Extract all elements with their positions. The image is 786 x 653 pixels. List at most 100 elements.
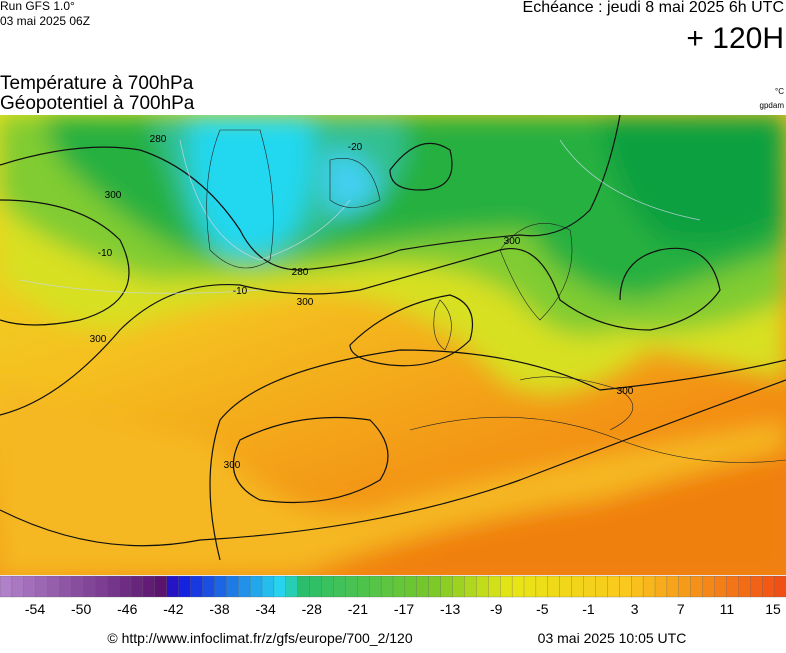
colorbar-swatch xyxy=(392,575,406,598)
colorbar-swatch xyxy=(642,575,656,598)
title-temp: Température à 700hPa xyxy=(0,73,194,94)
colorbar-swatch xyxy=(83,575,96,598)
colorbar-label: -28 xyxy=(302,601,322,617)
colorbar-label: 3 xyxy=(631,601,639,617)
colorbar-swatch xyxy=(773,575,786,598)
map: 280 300 300 280 300 300 300 300 -20 -10 -10 xyxy=(0,115,786,575)
colorbar-swatch xyxy=(380,575,394,598)
colorbar-label: -13 xyxy=(440,601,460,617)
colorbar-swatch xyxy=(547,575,561,598)
colorbar-label: -17 xyxy=(394,601,414,617)
colorbar-swatch xyxy=(559,575,573,598)
colorbar-label: -46 xyxy=(117,601,137,617)
contour-label: 300 xyxy=(504,236,521,247)
title-geo: Géopotentiel à 700hPa xyxy=(0,93,195,114)
contour-label: 300 xyxy=(224,460,241,471)
colorbar-swatch xyxy=(476,575,489,598)
colorbar-swatch xyxy=(440,575,453,598)
contour-label: 300 xyxy=(297,297,314,308)
colorbar-swatch xyxy=(273,575,287,598)
colorbar-swatch xyxy=(142,575,156,598)
contour-label: 280 xyxy=(292,267,309,278)
run-date: 03 mai 2025 06Z xyxy=(0,14,90,28)
colorbar-swatch xyxy=(249,575,263,598)
colorbar-swatch xyxy=(178,575,191,598)
colorbar-label: -9 xyxy=(490,601,503,617)
colorbar-label: -5 xyxy=(536,601,549,617)
unit-geo: gpdam xyxy=(760,101,785,110)
colorbar-swatch xyxy=(666,575,680,598)
colorbar-label: 7 xyxy=(677,601,685,617)
colorbar-swatch xyxy=(309,575,322,598)
colorbar-swatch xyxy=(571,575,584,598)
colorbar-swatch xyxy=(726,575,739,598)
colorbar-swatch xyxy=(130,575,144,598)
colorbar-swatch xyxy=(595,575,608,598)
colorbar-swatch xyxy=(214,575,227,598)
contour-label: 280 xyxy=(150,134,167,145)
colorbar-swatch xyxy=(107,575,120,598)
colorbar-swatch xyxy=(357,575,370,598)
colorbar-swatch xyxy=(190,575,203,598)
contour-label: 300 xyxy=(90,334,107,345)
colorbar-swatch xyxy=(118,575,132,598)
colorbar-swatch xyxy=(416,575,430,598)
unit-temp: °C xyxy=(775,87,784,96)
colorbar-swatch xyxy=(678,575,692,598)
colorbar-swatch xyxy=(738,575,751,598)
colorbar-label: -50 xyxy=(71,601,91,617)
colorbar-swatch xyxy=(714,575,727,598)
colorbar-label: -54 xyxy=(25,601,45,617)
colorbar-label: -38 xyxy=(209,601,229,617)
contour-label: -10 xyxy=(98,248,113,259)
forecast-time: Echéance : jeudi 8 mai 2025 6h UTC xyxy=(523,0,784,16)
colorbar-swatch xyxy=(35,575,49,598)
colorbar-label: 11 xyxy=(720,601,735,617)
colorbar-swatch xyxy=(226,575,239,598)
colorbar-label: 15 xyxy=(765,601,781,617)
colorbar-swatch xyxy=(702,575,715,598)
colorbar-swatch xyxy=(607,575,620,598)
footer-url: © http://www.infoclimat.fr/z/gfs/europe/… xyxy=(107,630,412,646)
colorbar-swatch xyxy=(488,575,501,598)
colorbar-swatch xyxy=(500,575,513,598)
colorbar-swatch xyxy=(23,575,37,598)
colorbar-swatch xyxy=(369,575,382,598)
colorbar-swatch xyxy=(261,575,275,598)
colorbar: -54 -50 -46 -42 -38 -34 -28 -21 -17 -13 -9 -5 -1 3 7 11… xyxy=(0,575,786,617)
colorbar-swatch xyxy=(464,575,477,598)
colorbar-swatch xyxy=(95,575,108,598)
colorbar-swatch xyxy=(333,575,346,598)
contour-label: -20 xyxy=(348,142,363,153)
colorbar-swatch xyxy=(154,575,168,598)
colorbar-swatch xyxy=(619,575,632,598)
colorbar-swatch xyxy=(47,575,60,598)
colorbar-swatch xyxy=(321,575,334,598)
colorbar-swatch xyxy=(535,575,549,598)
colorbar-swatch xyxy=(762,575,775,598)
colorbar-swatch xyxy=(690,575,704,598)
colorbar-swatch xyxy=(345,575,358,598)
colorbar-swatch xyxy=(583,575,596,598)
colorbar-swatch xyxy=(750,575,763,598)
colorbar-swatch xyxy=(631,575,644,598)
colorbar-swatch xyxy=(59,575,72,598)
colorbar-swatch xyxy=(523,575,537,598)
colorbar-swatch xyxy=(166,575,180,598)
contour-label: -10 xyxy=(233,286,248,297)
lead-time: + 120H xyxy=(686,22,784,55)
colorbar-swatch xyxy=(238,575,251,598)
colorbar-swatch xyxy=(11,575,25,598)
colorbar-swatch xyxy=(285,575,299,598)
colorbar-label: -1 xyxy=(582,601,595,617)
colorbar-swatch xyxy=(0,575,13,598)
colorbar-swatch xyxy=(428,575,442,598)
contour-label: 300 xyxy=(617,386,634,397)
colorbar-swatch xyxy=(511,575,525,598)
colorbar-swatch xyxy=(404,575,418,598)
colorbar-swatch xyxy=(71,575,84,598)
colorbar-swatch xyxy=(297,575,311,598)
footer-date: 03 mai 2025 10:05 UTC xyxy=(538,630,687,646)
colorbar-label: -21 xyxy=(348,601,368,617)
